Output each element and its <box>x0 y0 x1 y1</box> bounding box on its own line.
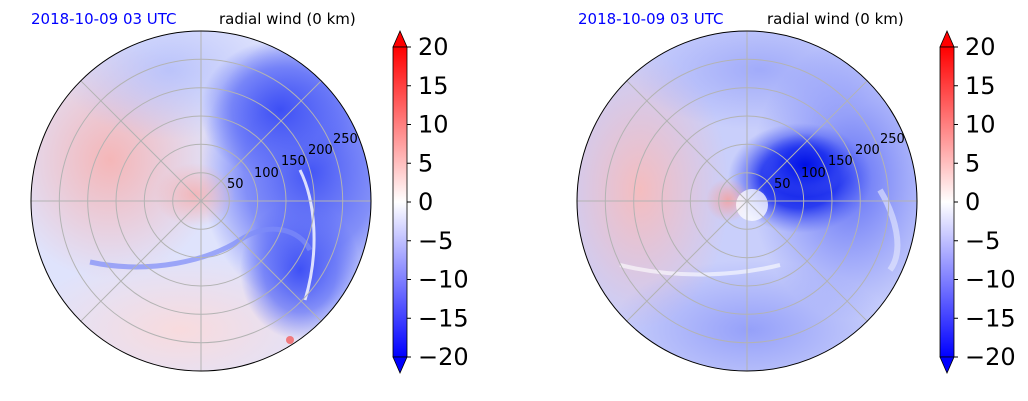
panel-2-cbar-label-5: 5 <box>965 149 980 177</box>
panel-2-cbar-label-neg15: −15 <box>965 304 1016 332</box>
panel-1-rtick-200: 200 <box>308 143 333 158</box>
panel-2-cbar-label-15: 15 <box>965 72 996 100</box>
panel-1-colorbar-ticks <box>407 46 411 358</box>
panel-1-rtick-50: 50 <box>227 177 244 192</box>
panel-1-spoke-225 <box>80 200 202 322</box>
panel-2-outer-frame <box>576 30 918 372</box>
panel-2-cbar-label-0: 0 <box>965 188 980 216</box>
panel-2-colorbar-extend-high <box>939 30 955 48</box>
panel-2-radial-tick-labels: 50 100 150 200 250 <box>774 132 905 192</box>
panel-2-time-label: 2018-10-09 03 UTC <box>578 10 724 28</box>
panel-1-cbar-label-20: 20 <box>418 33 449 61</box>
panel-2-colorbar-ticks <box>954 46 958 358</box>
panel-2-spoke-45 <box>746 80 868 202</box>
polar-panel-1: 2018-10-09 03 UTC radial wind (0 km) <box>30 10 469 374</box>
panel-2-cbar-label-neg5: −5 <box>965 227 1000 255</box>
panel-2-cbar-label-10: 10 <box>965 111 996 139</box>
panel-1-cbar-label-0: 0 <box>418 188 433 216</box>
panel-1-rtick-100: 100 <box>254 166 279 181</box>
panel-1-rtick-250: 250 <box>333 132 358 147</box>
panel-1-time-label: 2018-10-09 03 UTC <box>31 10 177 28</box>
panel-2-spoke-225 <box>626 200 748 322</box>
panel-1-colorbar: 20 15 10 5 0 −5 −10 −15 −20 <box>392 30 469 374</box>
panel-2-colorbar: 20 15 10 5 0 −5 −10 −15 −20 <box>939 30 1016 374</box>
panel-1-colorbar-tick-labels: 20 15 10 5 0 −5 −10 −15 −20 <box>418 33 469 371</box>
panel-2-polar-grid <box>577 31 917 371</box>
panel-1-colorbar-extend-high <box>392 30 408 48</box>
panel-2-colorbar-tick-labels: 20 15 10 5 0 −5 −10 −15 −20 <box>965 33 1016 371</box>
panel-1-outer-frame <box>30 30 372 372</box>
polar-panel-2: 2018-10-09 03 UTC radial wind (0 km) <box>576 10 1016 374</box>
panel-1-colorbar-bar <box>392 46 408 358</box>
panel-1-cbar-label-10: 10 <box>418 111 449 139</box>
panel-1-spoke-315 <box>200 200 322 322</box>
panel-1-spoke-135 <box>80 80 202 202</box>
panel-1-radial-tick-labels: 50 100 150 200 250 <box>227 132 358 192</box>
panel-2-cbar-label-20: 20 <box>965 33 996 61</box>
panel-2-rtick-250: 250 <box>880 132 905 147</box>
panel-2-colorbar-bar <box>939 46 955 358</box>
panel-1-cbar-label-neg20: −20 <box>418 343 469 371</box>
panel-2-rtick-100: 100 <box>801 166 826 181</box>
panel-2-spoke-135 <box>626 80 748 202</box>
panel-2-rtick-50: 50 <box>774 177 791 192</box>
panel-1-rtick-150: 150 <box>281 154 306 169</box>
panel-1-variable-label: radial wind (0 km) <box>219 10 356 28</box>
panel-1-spoke-45 <box>200 80 322 202</box>
panel-2-wind-field <box>577 31 917 371</box>
panel-1-cbar-label-neg15: −15 <box>418 304 469 332</box>
panel-2-variable-label: radial wind (0 km) <box>767 10 904 28</box>
panel-2-cbar-label-neg10: −10 <box>965 266 1016 294</box>
panel-1-polar-grid <box>31 31 371 371</box>
panel-2-cbar-label-neg20: −20 <box>965 343 1016 371</box>
panel-1-colorbar-extend-low <box>392 356 408 374</box>
panel-1-cbar-label-neg10: −10 <box>418 266 469 294</box>
panel-1-cbar-label-neg5: −5 <box>418 227 453 255</box>
panel-2-spoke-315 <box>746 200 868 322</box>
panel-1-cbar-label-15: 15 <box>418 72 449 100</box>
panel-2-rtick-200: 200 <box>855 143 880 158</box>
panel-2-colorbar-extend-low <box>939 356 955 374</box>
panel-2-rtick-150: 150 <box>828 154 853 169</box>
panel-1-cbar-label-5: 5 <box>418 149 433 177</box>
